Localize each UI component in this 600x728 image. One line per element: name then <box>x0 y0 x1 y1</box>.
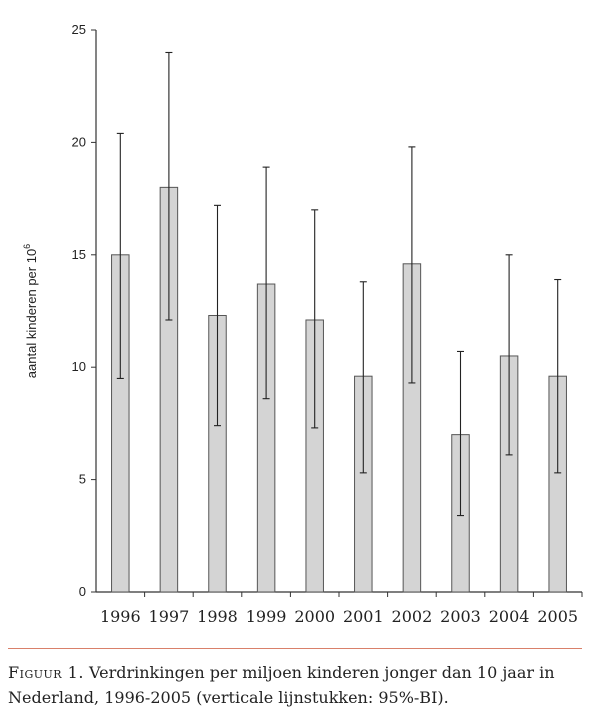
x-tick-label: 2000 <box>294 607 335 626</box>
x-tick-label: 2003 <box>440 607 481 626</box>
y-axis-label: aantal kinderen per 106 <box>22 244 39 378</box>
y-axis-label-text: aantal kinderen per 10 <box>24 249 39 378</box>
y-tick-label: 25 <box>72 22 86 37</box>
y-tick-label: 10 <box>72 359 86 374</box>
bars <box>111 186 567 593</box>
x-tick-label: 2004 <box>489 607 530 626</box>
x-tick-label: 1998 <box>197 607 238 626</box>
x-tick-label: 2001 <box>343 607 384 626</box>
caption-divider <box>8 648 582 649</box>
figure-caption: Figuur 1. Verdrinkingen per miljoen kind… <box>8 660 592 710</box>
y-tick-label: 15 <box>72 247 86 262</box>
y-tick-label: 20 <box>72 134 86 149</box>
x-tick-label: 1999 <box>246 607 287 626</box>
bar-chart: 0 5 10 15 20 25 1996 1997 1998 1999 2000 2001 2002 2… <box>22 22 583 626</box>
x-tick-label: 2005 <box>537 607 578 626</box>
x-tick-label: 1996 <box>100 607 141 626</box>
x-tick-label: 2002 <box>392 607 433 626</box>
caption-text: Verdrinkingen per miljoen kinderen jonge… <box>8 663 555 707</box>
y-ticks: 0 5 10 15 20 25 <box>72 22 96 599</box>
caption-label: Figuur 1. <box>8 663 84 682</box>
y-axis-label-superscript: 6 <box>22 244 32 249</box>
y-tick-label: 0 <box>79 584 86 599</box>
error-bars <box>116 51 562 517</box>
x-ticks: 1996 1997 1998 1999 2000 2001 2002 2003 2004 2005 <box>100 592 583 626</box>
x-tick-label: 1997 <box>149 607 190 626</box>
y-tick-label: 5 <box>79 472 86 487</box>
